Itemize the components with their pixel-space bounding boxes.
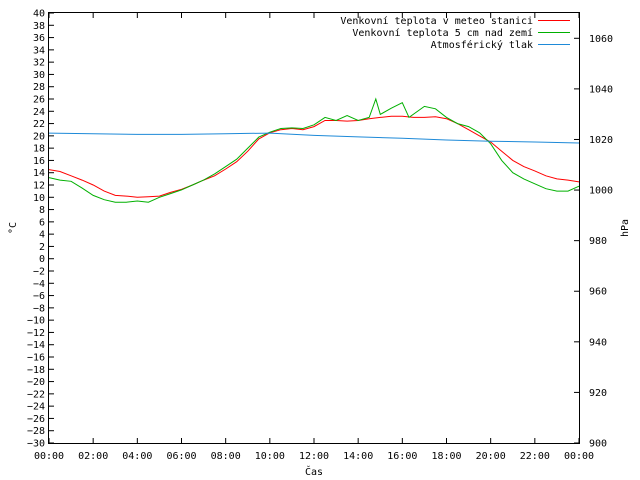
x-tick-label: 06:00	[166, 451, 196, 462]
y-tick-label: −24	[27, 402, 45, 413]
y-tick-label: 2	[39, 242, 45, 253]
x-tick-label: 00:00	[34, 451, 64, 462]
y-axis-label: °C	[8, 222, 19, 234]
x-tick-label: 12:00	[299, 451, 329, 462]
y2-axis-label: hPa	[620, 219, 631, 237]
y2-tick-label: 1060	[589, 34, 613, 45]
y-tick-label: 24	[33, 107, 45, 118]
y2-tick-label: 1000	[589, 186, 613, 197]
y-tick-label: −16	[27, 353, 45, 364]
y-tick-label: 0	[39, 254, 45, 265]
y-tick-label: 38	[33, 21, 45, 32]
y-tick-label: −18	[27, 365, 45, 376]
plot-frame	[48, 12, 580, 444]
y-tick-label: 36	[33, 33, 45, 44]
y-tick-label: −8	[33, 303, 45, 314]
y-tick-label: 22	[33, 119, 45, 130]
y2-tick-label: 980	[589, 236, 607, 247]
y-tick-label: −6	[33, 291, 45, 302]
y2-tick-label: 940	[589, 337, 607, 348]
x-tick-label: 22:00	[520, 451, 550, 462]
y-tick-label: 12	[33, 181, 45, 192]
y-tick-label: −12	[27, 328, 45, 339]
y-tick-label: 20	[33, 131, 45, 142]
y2-tick-label: 1020	[589, 135, 613, 146]
legend: Venkovní teplota v meteo staniciVenkovní…	[340, 15, 570, 51]
y-tick-label: 4	[39, 230, 45, 241]
y-tick-label: 18	[33, 144, 45, 155]
y2-tick-label: 1040	[589, 84, 613, 95]
x-tick-label: 20:00	[476, 451, 506, 462]
y-tick-label: −26	[27, 414, 45, 425]
y-tick-label: 34	[33, 45, 45, 56]
y-tick-label: 10	[33, 193, 45, 204]
legend-label: Atmosférický tlak	[431, 39, 533, 51]
x-tick-label: 10:00	[255, 451, 285, 462]
y2-tick-label: 960	[589, 287, 607, 298]
x-tick-label: 16:00	[387, 451, 417, 462]
x-tick-label: 00:00	[564, 451, 594, 462]
x-tick-label: 18:00	[431, 451, 461, 462]
x-tick-label: 04:00	[122, 451, 152, 462]
y-tick-label: 14	[33, 168, 45, 179]
series-layer	[48, 97, 580, 203]
y-tick-label: −30	[27, 439, 45, 450]
y-tick-label: −22	[27, 389, 45, 400]
y-tick-label: −20	[27, 377, 45, 388]
y-tick-label: 40	[33, 9, 45, 20]
y-tick-label: −14	[27, 340, 45, 351]
x-tick-label: 14:00	[343, 451, 373, 462]
series-line-1	[48, 115, 580, 198]
y-tick-label: −4	[33, 279, 45, 290]
legend-label: Venkovní teplota 5 cm nad zemí	[352, 27, 533, 39]
ticks-layer: 00:00 02:00 04:00 06:00 08:00 10:00 12:00 14:00…	[27, 9, 613, 463]
y-tick-label: 30	[33, 70, 45, 81]
x-axis-label: Čas	[305, 465, 323, 478]
y-tick-label: 16	[33, 156, 45, 167]
y2-tick-label: 900	[589, 439, 607, 450]
x-tick-label: 02:00	[78, 451, 108, 462]
legend-label: Venkovní teplota v meteo stanici	[340, 15, 533, 27]
y-tick-label: 8	[39, 205, 45, 216]
series-line-2	[48, 97, 580, 203]
y-tick-label: 26	[33, 95, 45, 106]
y-tick-label: 28	[33, 82, 45, 93]
y-tick-label: 6	[39, 217, 45, 228]
x-tick-label: 08:00	[211, 451, 241, 462]
series-line-3	[48, 132, 580, 144]
y-tick-label: −28	[27, 426, 45, 437]
y2-tick-label: 920	[589, 388, 607, 399]
y-tick-label: 32	[33, 58, 45, 69]
y-tick-label: −2	[33, 267, 45, 278]
y-tick-label: −10	[27, 316, 45, 327]
